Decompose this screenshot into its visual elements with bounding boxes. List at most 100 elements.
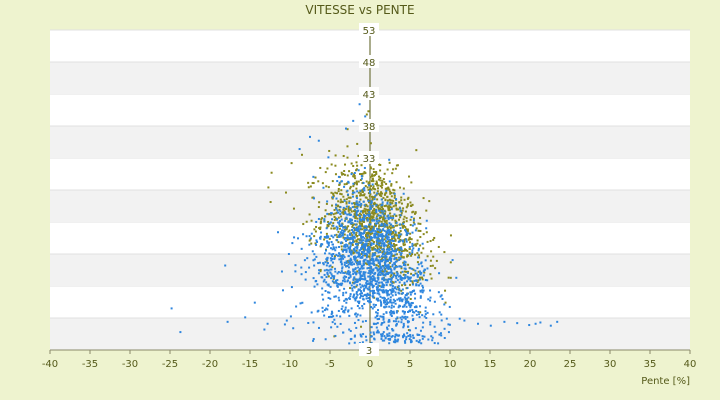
data-point [348,237,351,240]
data-point [419,295,422,298]
data-point [419,296,422,299]
data-point [386,225,389,228]
data-point [386,229,389,232]
data-point [371,204,374,207]
data-point [390,309,393,312]
data-point [370,257,373,260]
data-point [352,268,355,271]
data-point [367,282,370,285]
data-point [348,201,351,204]
data-point [352,282,355,285]
data-point [392,274,395,277]
data-point [341,267,344,270]
data-point [375,267,378,270]
data-point [340,263,343,266]
data-point [355,273,358,276]
data-point [324,171,327,174]
data-point [294,270,297,273]
data-point [329,264,332,267]
data-point [325,202,328,205]
data-point [336,284,339,287]
data-point [395,221,398,224]
data-point [326,200,329,203]
data-point [359,333,362,336]
data-point [314,242,317,245]
data-point [364,286,367,289]
data-point [364,262,367,265]
data-point [341,250,344,253]
data-point [326,241,329,244]
data-point [358,103,361,106]
data-point [389,227,392,230]
data-point [393,194,396,197]
data-point [321,287,324,290]
data-point [429,273,432,276]
data-point [390,314,393,317]
data-point [403,281,406,284]
data-point [406,232,409,235]
data-point [400,253,403,256]
data-point [336,209,339,212]
data-point [382,250,385,253]
data-point [345,297,348,300]
data-point [391,247,394,250]
data-point [385,281,388,284]
data-point [389,288,392,291]
data-point [316,283,319,286]
data-point [356,284,359,287]
data-point [394,291,397,294]
data-point [420,342,423,345]
data-point [404,341,407,344]
data-point [373,292,376,295]
data-point [403,270,406,273]
data-point [400,276,403,279]
data-point [425,316,428,319]
data-point [376,213,379,216]
data-point [361,228,364,231]
data-point [379,214,382,217]
data-point [375,282,378,285]
data-point [335,203,338,206]
data-point [381,192,384,195]
data-point [344,211,347,214]
data-point [377,233,380,236]
data-point [388,212,391,215]
data-point [336,192,339,195]
data-point [433,325,436,328]
data-point [365,295,368,298]
data-point [365,244,368,247]
data-point [371,286,374,289]
data-point [313,235,316,238]
data-point [381,248,384,251]
data-point [390,195,393,198]
data-point [377,243,380,246]
data-point [402,222,405,225]
data-point [373,196,376,199]
data-point [392,320,395,323]
data-point [373,207,376,210]
data-point [349,248,352,251]
data-point [401,288,404,291]
data-point [402,187,405,190]
data-point [319,237,322,240]
data-point [376,242,379,245]
data-point [327,316,330,319]
data-point [415,309,418,312]
data-point [360,219,363,222]
data-point [356,270,359,273]
data-point [366,239,369,242]
data-point [343,244,346,247]
data-point [340,307,343,310]
data-point [376,288,379,291]
data-point [342,236,345,239]
data-point [409,341,412,344]
data-points [170,103,559,345]
data-point [371,211,374,214]
data-point [367,182,370,185]
data-point [528,324,531,327]
data-point [408,338,411,341]
data-point [388,311,391,314]
data-point [353,240,356,243]
data-point [322,263,325,266]
data-point [367,110,370,113]
